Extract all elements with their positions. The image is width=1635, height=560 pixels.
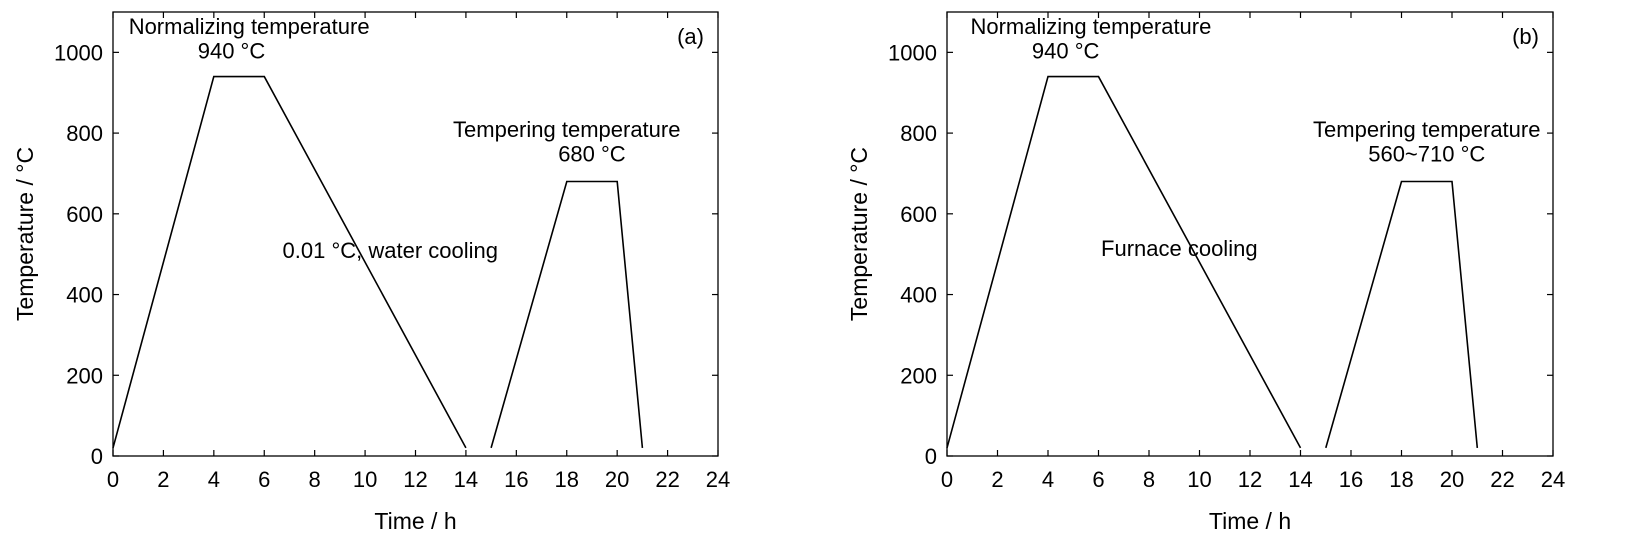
annotation-label: Normalizing temperature (129, 14, 370, 39)
x-tick-label: 14 (454, 467, 478, 492)
x-tick-label: 2 (991, 467, 1003, 492)
y-tick-label: 0 (91, 444, 103, 469)
annotation-label: Tempering temperature (453, 117, 680, 142)
x-tick-label: 4 (208, 467, 220, 492)
x-axis-title: Time / h (374, 508, 456, 534)
y-tick-label: 0 (925, 444, 937, 469)
y-tick-label: 200 (66, 363, 103, 388)
x-tick-label: 6 (1092, 467, 1104, 492)
y-tick-label: 400 (900, 283, 937, 308)
series-line-segment-1 (946, 75, 1302, 449)
y-tick-label: 800 (900, 121, 937, 146)
panel-label: (a) (677, 24, 704, 49)
annotation-label: 560~710 °C (1368, 141, 1485, 166)
chart-panel-b: 0 2 4 6 8 10 12 14 16 18 20 22 2402004006008001000Ti… (846, 11, 1565, 534)
x-tick-label: 14 (1288, 467, 1312, 492)
x-tick-label: 4 (1042, 467, 1054, 492)
plot-frame (112, 11, 719, 457)
x-tick-label: 12 (1238, 467, 1262, 492)
annotation-label: Tempering temperature (1313, 117, 1540, 142)
x-tick-label: 22 (655, 467, 679, 492)
x-tick-label: 18 (555, 467, 579, 492)
y-tick-label: 600 (900, 202, 937, 227)
annotation-label: Furnace cooling (1101, 236, 1258, 261)
x-tick-label: 20 (1440, 467, 1464, 492)
y-axis-title: Temperature / °C (846, 147, 872, 321)
x-tick-label: 2 (157, 467, 169, 492)
x-tick-label: 22 (1490, 467, 1514, 492)
x-tick-label: 24 (706, 467, 730, 492)
y-tick-label: 400 (66, 283, 103, 308)
x-tick-label: 8 (309, 467, 321, 492)
chart-panel-a: 0 2 4 6 8 10 12 14 16 18 20 22 2402004006008001000Ti… (12, 11, 730, 534)
y-tick-label: 1000 (54, 40, 103, 65)
y-tick-label: 1000 (888, 40, 937, 65)
panel-label: (b) (1512, 24, 1539, 49)
x-tick-label: 20 (605, 467, 629, 492)
x-tick-label: 18 (1389, 467, 1413, 492)
y-tick-label: 800 (66, 121, 103, 146)
annotation-label: Normalizing temperature (970, 14, 1211, 39)
y-axis-title: Temperature / °C (12, 147, 38, 321)
x-tick-label: 6 (258, 467, 270, 492)
plot-frame (946, 11, 1554, 457)
series-line-segment-2 (1325, 180, 1479, 449)
x-tick-label: 10 (353, 467, 377, 492)
x-axis-title: Time / h (1209, 508, 1291, 534)
annotation-label: 940 °C (1032, 38, 1100, 63)
annotation-label: 0.01 °C, water cooling (283, 238, 498, 263)
y-tick-label: 200 (900, 363, 937, 388)
series-line-segment-1 (112, 75, 467, 449)
x-tick-label: 24 (1541, 467, 1565, 492)
x-tick-label: 16 (1339, 467, 1363, 492)
y-tick-label: 600 (66, 202, 103, 227)
x-tick-label: 0 (107, 467, 119, 492)
annotation-label: 940 °C (198, 38, 266, 63)
x-tick-label: 12 (403, 467, 427, 492)
x-tick-label: 16 (504, 467, 528, 492)
x-tick-label: 10 (1187, 467, 1211, 492)
series-line-segment-2 (490, 180, 644, 449)
x-tick-label: 8 (1143, 467, 1155, 492)
x-tick-label: 0 (941, 467, 953, 492)
annotation-label: 680 °C (558, 141, 626, 166)
